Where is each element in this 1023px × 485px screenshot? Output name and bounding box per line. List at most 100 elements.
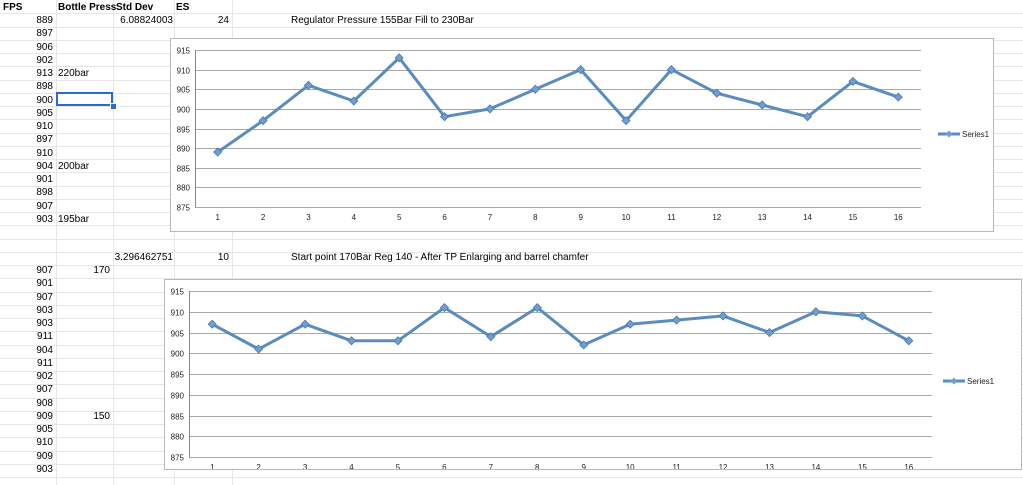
selected-cell[interactable] bbox=[56, 92, 113, 106]
fps-cell[interactable]: 910 bbox=[36, 121, 53, 132]
legend-marker bbox=[950, 377, 958, 385]
data-point[interactable] bbox=[764, 327, 775, 338]
fps-cell[interactable]: 907 bbox=[36, 384, 53, 395]
fps-cell[interactable]: 911 bbox=[37, 358, 53, 369]
fps-cell[interactable]: 907 bbox=[36, 201, 53, 212]
y-tick-label: 910 bbox=[171, 309, 185, 318]
header-std-dev[interactable]: Std Dev bbox=[116, 2, 154, 13]
std-dev-value-2[interactable]: 3.296462751 bbox=[114, 252, 173, 263]
fps-cell[interactable]: 902 bbox=[36, 55, 53, 66]
header-fps[interactable]: FPS bbox=[3, 2, 23, 13]
data-point[interactable] bbox=[485, 104, 495, 114]
fps-cell[interactable]: 903 bbox=[36, 214, 53, 225]
es-value-2[interactable]: 10 bbox=[217, 252, 229, 263]
data-point[interactable] bbox=[303, 80, 314, 90]
data-point[interactable] bbox=[530, 84, 540, 94]
x-tick-label: 14 bbox=[811, 463, 820, 469]
fps-cell[interactable]: 897 bbox=[36, 134, 53, 145]
x-tick-label: 4 bbox=[352, 213, 357, 222]
fps-cell[interactable]: 903 bbox=[36, 464, 53, 475]
fps-cell[interactable]: 909 bbox=[36, 451, 53, 462]
data-point[interactable] bbox=[712, 88, 722, 98]
x-tick-label: 8 bbox=[535, 463, 540, 469]
fps-cell[interactable]: 904 bbox=[36, 345, 53, 356]
data-point[interactable] bbox=[254, 344, 264, 354]
fps-cell[interactable]: 904 bbox=[36, 161, 53, 172]
fps-cell[interactable]: 910 bbox=[36, 437, 53, 448]
data-point[interactable] bbox=[802, 112, 813, 122]
fps-cell[interactable]: 901 bbox=[36, 278, 53, 289]
x-tick-label: 13 bbox=[758, 213, 767, 222]
data-point[interactable] bbox=[393, 336, 403, 346]
header-bottle-press[interactable]: Bottle Press bbox=[58, 2, 117, 13]
header-es[interactable]: ES bbox=[176, 2, 190, 13]
fill-handle[interactable] bbox=[110, 103, 117, 110]
chart-2[interactable]: 875 880 885 890 895 900 905 910 915 1 2 3 4 5 6 7 8 9 10 11… bbox=[164, 279, 1022, 470]
bottle-press-cell[interactable]: 170 bbox=[93, 265, 110, 276]
data-point[interactable] bbox=[893, 92, 903, 102]
y-tick-label: 905 bbox=[171, 330, 185, 339]
fps-cell[interactable]: 898 bbox=[36, 187, 53, 198]
data-point[interactable] bbox=[213, 147, 223, 157]
fps-cell[interactable]: 898 bbox=[36, 81, 53, 92]
fps-cell[interactable]: 913 bbox=[36, 68, 53, 79]
data-point[interactable] bbox=[349, 96, 359, 106]
data-point[interactable] bbox=[207, 319, 217, 329]
data-point[interactable] bbox=[904, 336, 914, 346]
series-line[interactable] bbox=[211, 306, 910, 351]
fps-cell[interactable]: 902 bbox=[36, 371, 53, 382]
fps-cell[interactable]: 889 bbox=[36, 15, 53, 26]
y-tick-label: 885 bbox=[177, 165, 191, 174]
data-point[interactable] bbox=[666, 65, 677, 75]
fps-cell[interactable]: 911 bbox=[37, 331, 53, 342]
data-point[interactable] bbox=[394, 53, 404, 63]
note-1[interactable]: Regulator Pressure 155Bar Fill to 230Bar bbox=[291, 15, 474, 26]
data-point[interactable] bbox=[532, 303, 542, 313]
data-point[interactable] bbox=[857, 311, 867, 321]
fps-cell[interactable]: 905 bbox=[36, 108, 53, 119]
fps-cell[interactable]: 909 bbox=[36, 411, 53, 422]
data-point[interactable] bbox=[346, 336, 357, 346]
data-point[interactable] bbox=[625, 319, 635, 329]
data-point[interactable] bbox=[718, 311, 728, 321]
data-point[interactable] bbox=[621, 116, 631, 126]
fps-cell[interactable]: 907 bbox=[36, 265, 53, 276]
data-point[interactable] bbox=[757, 100, 767, 110]
data-point[interactable] bbox=[672, 315, 682, 325]
data-point[interactable] bbox=[300, 319, 310, 329]
chart-1[interactable]: 875 880 885 890 895 900 905 910 915 1 2 3 4 5 6 7 8 9 10 11… bbox=[170, 38, 994, 232]
x-tick-label: 4 bbox=[349, 463, 354, 469]
note-2[interactable]: Start point 170Bar Reg 140 - After TP En… bbox=[291, 252, 589, 263]
data-point[interactable] bbox=[811, 307, 821, 317]
data-point[interactable] bbox=[576, 65, 586, 75]
fps-cell[interactable]: 908 bbox=[36, 398, 53, 409]
fps-cell[interactable]: 900 bbox=[36, 95, 53, 106]
fps-cell[interactable]: 903 bbox=[36, 318, 53, 329]
fps-cell[interactable]: 901 bbox=[36, 174, 53, 185]
x-tick-label: 16 bbox=[904, 463, 913, 469]
data-point[interactable] bbox=[439, 303, 449, 313]
es-value-1[interactable]: 24 bbox=[217, 15, 229, 26]
fps-cell[interactable]: 903 bbox=[36, 305, 53, 316]
fps-cell[interactable]: 907 bbox=[36, 292, 53, 303]
legend-label: Series1 bbox=[962, 130, 990, 139]
std-dev-value-1[interactable]: 6.08824003 bbox=[120, 15, 173, 26]
data-point[interactable] bbox=[439, 112, 450, 122]
data-point[interactable] bbox=[258, 116, 268, 126]
data-point[interactable] bbox=[486, 332, 496, 342]
data-point[interactable] bbox=[848, 76, 858, 86]
fps-cell[interactable]: 910 bbox=[36, 148, 53, 159]
x-tick-label: 1 bbox=[210, 463, 215, 469]
data-point[interactable] bbox=[579, 340, 589, 350]
series-line[interactable] bbox=[216, 56, 899, 154]
fps-cell[interactable]: 905 bbox=[36, 424, 53, 435]
x-tick-label: 9 bbox=[578, 213, 583, 222]
bottle-press-cell[interactable]: 150 bbox=[93, 411, 110, 422]
bottle-press-cell[interactable]: 220bar bbox=[58, 68, 90, 79]
fps-cell[interactable]: 897 bbox=[36, 28, 53, 39]
fps-cell[interactable]: 906 bbox=[36, 42, 53, 53]
bottle-press-cell[interactable]: 195bar bbox=[58, 214, 90, 225]
bottle-press-cell[interactable]: 200bar bbox=[58, 161, 90, 172]
